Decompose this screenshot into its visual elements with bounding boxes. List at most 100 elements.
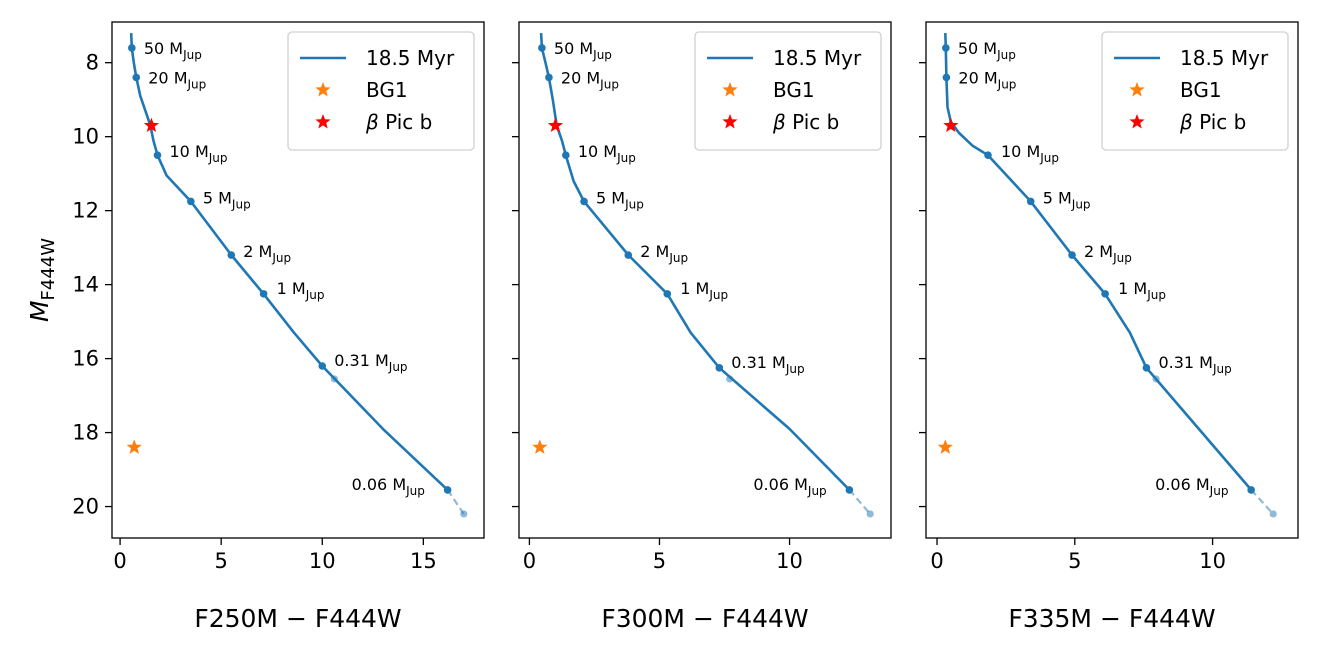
mass-point <box>1026 197 1035 206</box>
mass-label-unit: M <box>195 142 209 161</box>
legend-label-isochrone: 18.5 Myr <box>1180 46 1269 70</box>
legend-beta-pic-star-icon <box>315 114 331 129</box>
y-axis-label-subscript: F444W <box>38 238 59 301</box>
mass-label-unit: M <box>1099 242 1113 261</box>
mass-label: 0.06 MJup <box>753 475 826 498</box>
mass-label-unit-subscript: Jup <box>616 151 636 165</box>
mass-label-value: 2 <box>1084 242 1099 261</box>
mass-label-unit-subscript: Jup <box>182 48 202 62</box>
mass-point <box>942 44 950 52</box>
mass-label-unit-subscript: Jup <box>187 77 207 91</box>
bg1-star-marker <box>126 439 142 454</box>
mass-point <box>1068 251 1076 259</box>
legend-beta-symbol: β <box>1179 110 1199 134</box>
legend-beta-pic-star-icon <box>1129 114 1145 129</box>
mass-label: 5 MJup <box>596 188 644 211</box>
x-tick-label: 5 <box>214 549 227 573</box>
x-axis-label: F250M − F444W <box>194 604 401 633</box>
legend-bg1-star-icon <box>722 82 738 97</box>
mass-label-unit: M <box>1199 353 1213 372</box>
mass-label: 0.06 MJup <box>1155 475 1228 498</box>
mass-label: 50 MJup <box>554 39 612 62</box>
plot-area <box>937 33 1277 518</box>
mass-label-value: 10 <box>578 142 603 161</box>
mass-label-value: 50 <box>144 39 169 58</box>
mass-point <box>663 290 672 298</box>
mass-label: 0.31 MJup <box>334 351 407 374</box>
mass-point <box>545 73 553 82</box>
legend-box <box>694 31 882 151</box>
legend-label-bg1: BG1 <box>773 78 815 102</box>
mass-label-value: 10 <box>1001 142 1026 161</box>
axes-frame <box>925 21 1299 539</box>
x-tick-label: 5 <box>653 549 666 573</box>
legend-label-beta-pic-b: β Pic b <box>1179 110 1246 134</box>
mass-label-value: 1 <box>277 279 292 298</box>
mass-label-unit: M <box>1196 475 1210 494</box>
mass-point <box>580 197 588 206</box>
mass-label-unit-subscript: Jup <box>996 48 1016 62</box>
legend: 18.5 Myr BG1 β Pic b <box>287 31 475 151</box>
mass-point <box>132 73 141 82</box>
mass-label: 2 MJup <box>243 242 291 265</box>
mass-label: 0.31 MJup <box>1158 353 1231 376</box>
x-tick-label: 10 <box>776 549 803 573</box>
legend-pic-b-text: Pic b <box>792 110 839 134</box>
axes-frame <box>111 21 485 539</box>
mass-label-value: 0.31 <box>334 351 375 370</box>
mass-label-value: 50 <box>554 39 579 58</box>
legend-label-bg1: BG1 <box>366 78 408 102</box>
x-tick-label: 0 <box>523 549 536 573</box>
mass-label-unit-subscript: Jup <box>997 77 1017 91</box>
mass-point <box>942 73 951 82</box>
mass-label-unit: M <box>586 68 600 87</box>
mass-label-unit: M <box>656 242 670 261</box>
mass-label-value: 0.31 <box>731 353 772 372</box>
mass-label-value: 0.06 <box>352 475 393 494</box>
y-tick-label: 10 <box>72 125 99 149</box>
legend-beta-symbol: β <box>772 110 792 134</box>
track-extra-point <box>330 375 338 383</box>
legend-label-isochrone: 18.5 Myr <box>366 46 455 70</box>
mass-label-value: 20 <box>561 68 586 87</box>
mass-label: 0.31 MJup <box>731 353 804 376</box>
legend: 18.5 Myr BG1 β Pic b <box>1101 31 1289 151</box>
mass-label-unit-subscript: Jup <box>1209 484 1229 498</box>
x-tick-label: 15 <box>410 549 437 573</box>
mass-point <box>259 290 268 298</box>
legend-bg1-star-icon <box>1129 82 1145 97</box>
mass-label: 10 MJup <box>169 142 227 165</box>
y-tick-label: 14 <box>72 273 99 297</box>
mass-label-unit-subscript: Jup <box>231 197 251 211</box>
legend-label-beta-pic-b: β Pic b <box>365 110 432 134</box>
mass-point <box>1101 290 1109 298</box>
isochrone-track-line <box>539 33 851 491</box>
mass-label-unit-subscript: Jup <box>1039 151 1059 165</box>
mass-label-unit-subscript: Jup <box>405 484 425 498</box>
mass-point <box>624 251 633 259</box>
mass-point <box>443 486 452 494</box>
mass-label: 1 MJup <box>277 279 325 302</box>
beta-pic-b-star-marker <box>143 117 160 133</box>
mass-label-unit: M <box>794 475 808 494</box>
mass-label-value: 5 <box>203 188 218 207</box>
beta-pic-b-star-marker <box>547 117 564 133</box>
legend-pic-b-text: Pic b <box>1199 110 1246 134</box>
mass-label-unit-subscript: Jup <box>1146 288 1166 302</box>
mass-label-value: 50 <box>958 39 983 58</box>
legend-label-beta-pic-b: β Pic b <box>772 110 839 134</box>
mass-point <box>984 151 992 159</box>
legend-bg1-star-icon <box>315 82 331 97</box>
mass-point <box>538 44 546 52</box>
mass-label-unit: M <box>259 242 273 261</box>
y-tick-label: 16 <box>72 347 99 371</box>
x-tick-label: 10 <box>1199 549 1226 573</box>
track-extra-point <box>866 510 874 518</box>
mass-label-unit: M <box>603 142 617 161</box>
mass-label: 20 MJup <box>148 68 206 91</box>
mass-label-value: 1 <box>680 279 695 298</box>
track-extension-line <box>446 489 465 515</box>
mass-label-unit: M <box>174 68 188 87</box>
mass-label-unit-subscript: Jup <box>668 251 688 265</box>
